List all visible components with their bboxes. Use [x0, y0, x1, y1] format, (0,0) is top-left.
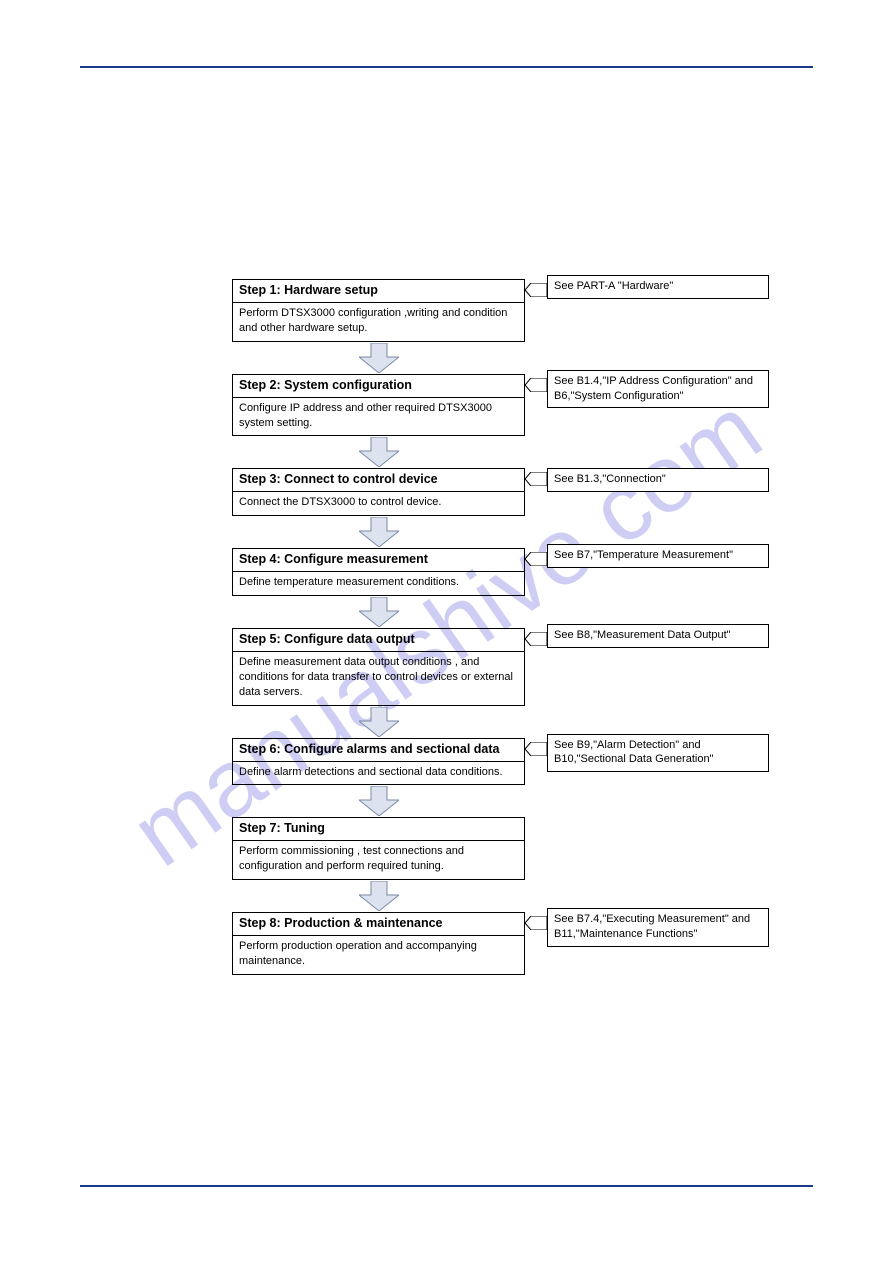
- ref-arrow-icon: [525, 552, 547, 566]
- step-box: Step 6: Configure alarms and sectional d…: [232, 738, 525, 786]
- step-row: Step 6: Configure alarms and sectional d…: [232, 738, 812, 786]
- ref-arrow-icon: [525, 378, 547, 392]
- step-title: Step 1: Hardware setup: [233, 280, 524, 303]
- ref-box: See PART-A "Hardware": [547, 275, 769, 299]
- step-title: Step 7: Tuning: [233, 818, 524, 841]
- step-box: Step 5: Configure data output Define mea…: [232, 628, 525, 706]
- arrow-down-icon: [232, 516, 525, 548]
- step-desc: Define alarm detections and sectional da…: [233, 762, 524, 785]
- arrow-down-icon: [232, 706, 525, 738]
- step-box: Step 3: Connect to control device Connec…: [232, 468, 525, 516]
- step-title: Step 8: Production & maintenance: [233, 913, 524, 936]
- arrow-down-icon: [232, 342, 525, 374]
- step-title: Step 4: Configure measurement: [233, 549, 524, 572]
- step-title: Step 6: Configure alarms and sectional d…: [233, 739, 524, 762]
- step-row: Step 4: Configure measurement Define tem…: [232, 548, 812, 596]
- step-desc: Connect the DTSX3000 to control device.: [233, 492, 524, 515]
- ref-box: See B8,"Measurement Data Output": [547, 624, 769, 648]
- step-title: Step 3: Connect to control device: [233, 469, 524, 492]
- step-desc: Perform commissioning , test connections…: [233, 841, 524, 879]
- ref-box: See B7,"Temperature Measurement": [547, 544, 769, 568]
- step-box: Step 4: Configure measurement Define tem…: [232, 548, 525, 596]
- arrow-down-icon: [232, 436, 525, 468]
- ref-arrow-icon: [525, 472, 547, 486]
- bottom-rule: [80, 1185, 813, 1187]
- step-title: Step 2: System configuration: [233, 375, 524, 398]
- arrow-down-icon: [232, 785, 525, 817]
- step-desc: Configure IP address and other required …: [233, 398, 524, 436]
- step-row: Step 5: Configure data output Define mea…: [232, 628, 812, 706]
- step-box: Step 2: System configuration Configure I…: [232, 374, 525, 437]
- ref-box: See B9,"Alarm Detection" and B10,"Sectio…: [547, 734, 769, 773]
- step-box: Step 7: Tuning Perform commissioning , t…: [232, 817, 525, 880]
- ref-arrow-icon: [525, 742, 547, 756]
- flowchart: Step 1: Hardware setup Perform DTSX3000 …: [232, 279, 812, 975]
- page: manualshive.com Step 1: Hardware setup P…: [0, 0, 893, 1263]
- step-row: Step 8: Production & maintenance Perform…: [232, 912, 812, 975]
- ref-arrow-icon: [525, 632, 547, 646]
- arrow-down-icon: [232, 880, 525, 912]
- ref-arrow-icon: [525, 283, 547, 297]
- ref-box: See B7.4,"Executing Measurement" and B11…: [547, 908, 769, 947]
- step-desc: Perform DTSX3000 configuration ,writing …: [233, 303, 524, 341]
- step-desc: Define temperature measurement condition…: [233, 572, 524, 595]
- top-rule: [80, 66, 813, 68]
- step-desc: Perform production operation and accompa…: [233, 936, 524, 974]
- step-box: Step 1: Hardware setup Perform DTSX3000 …: [232, 279, 525, 342]
- ref-box: See B1.4,"IP Address Configuration" and …: [547, 370, 769, 409]
- step-row: Step 7: Tuning Perform commissioning , t…: [232, 817, 812, 880]
- step-desc: Define measurement data output condition…: [233, 652, 524, 705]
- step-title: Step 5: Configure data output: [233, 629, 524, 652]
- ref-arrow-icon: [525, 916, 547, 930]
- ref-box: See B1.3,"Connection": [547, 468, 769, 492]
- step-box: Step 8: Production & maintenance Perform…: [232, 912, 525, 975]
- arrow-down-icon: [232, 596, 525, 628]
- step-row: Step 1: Hardware setup Perform DTSX3000 …: [232, 279, 812, 342]
- step-row: Step 3: Connect to control device Connec…: [232, 468, 812, 516]
- step-row: Step 2: System configuration Configure I…: [232, 374, 812, 437]
